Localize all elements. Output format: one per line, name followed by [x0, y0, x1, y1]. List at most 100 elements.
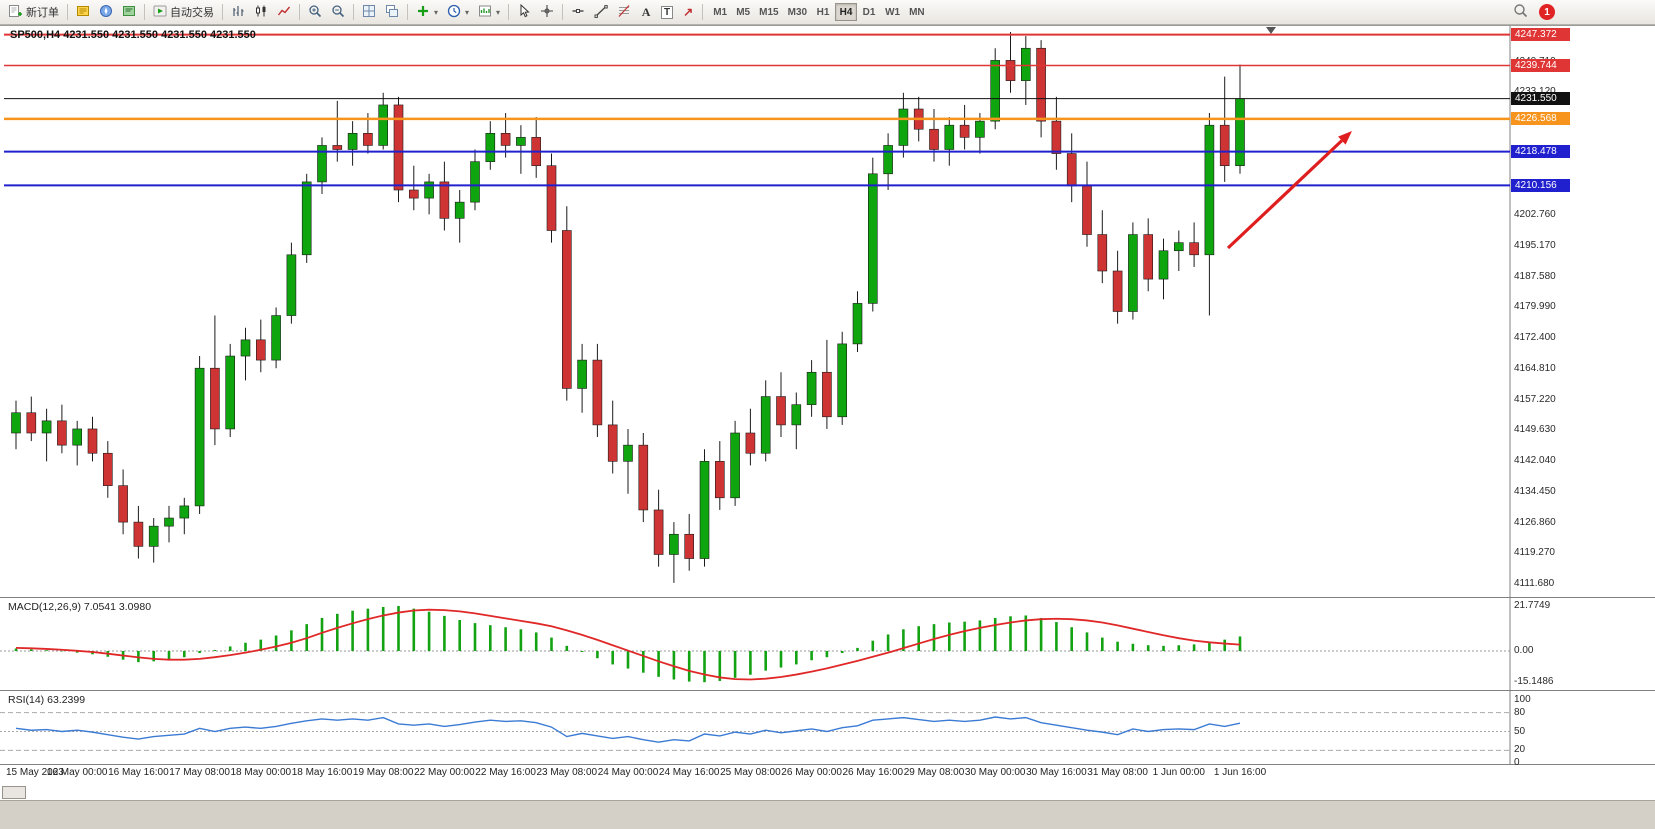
search-button[interactable] — [1509, 2, 1532, 23]
tile-windows-icon — [362, 4, 376, 21]
rsi-scale-label: 80 — [1514, 706, 1526, 718]
price-tick-label: 4134.450 — [1514, 485, 1556, 497]
terminal-button[interactable] — [118, 2, 140, 23]
arrows-tool-button[interactable]: ↗ — [678, 2, 698, 23]
terminal-icon — [122, 4, 136, 21]
fibonacci-button[interactable] — [613, 2, 635, 23]
macd-histogram — [0, 605, 1510, 683]
timeframe-group: M1 M5 M15 M30 H1 H4 D1 W1 MN — [709, 3, 928, 21]
new-order-icon — [8, 4, 23, 21]
horizontal-line-button[interactable] — [567, 2, 589, 23]
rsi-scale-label: 50 — [1514, 725, 1526, 737]
autotrade-label: 自动交易 — [170, 7, 214, 19]
price-tick-label: 4179.990 — [1514, 301, 1556, 313]
market-watch-button[interactable] — [72, 2, 94, 23]
macd-scale-label: 0.00 — [1514, 645, 1534, 656]
time-axis-label: 30 May 00:00 — [964, 767, 1026, 778]
periods-button[interactable]: ▾ — [443, 2, 473, 23]
price-level-badge[interactable]: 4226.568 — [1511, 112, 1570, 126]
price-level-badge[interactable]: 4210.156 — [1511, 178, 1570, 192]
timeframe-d1[interactable]: D1 — [858, 3, 880, 21]
time-axis-label: 30 May 16:00 — [1026, 767, 1087, 778]
autotrade-button[interactable]: 自动交易 — [149, 2, 218, 23]
toolbar-separator — [562, 4, 564, 20]
price-level-badge[interactable]: 4247.372 — [1511, 28, 1570, 42]
price-tick-label: 4202.760 — [1514, 209, 1556, 221]
time-axis-label: 31 May 08:00 — [1087, 767, 1148, 778]
quick-navigation-box[interactable] — [2, 786, 26, 799]
time-axis-label: 1 Jun 16:00 — [1213, 767, 1267, 778]
timeframe-m1[interactable]: M1 — [709, 3, 731, 21]
toolbar-separator — [299, 4, 300, 20]
timeframe-h4[interactable]: H4 — [835, 3, 858, 21]
chevron-down-icon: ▾ — [496, 7, 501, 17]
toolbar-separator — [702, 4, 704, 20]
time-axis-label: 23 May 08:00 — [536, 767, 598, 778]
price-level-badge[interactable]: 4218.478 — [1511, 145, 1570, 159]
new-order-label: 新订单 — [26, 7, 59, 19]
templates-button[interactable]: ▾ — [474, 2, 504, 23]
indicators-button[interactable]: ▾ — [412, 2, 442, 23]
new-order-button[interactable]: 新订单 — [4, 2, 63, 23]
text-label-button[interactable]: T — [657, 2, 677, 23]
time-axis-label: 24 May 16:00 — [658, 767, 720, 778]
toolbar-separator — [407, 4, 408, 20]
notification-badge[interactable]: 1 — [1539, 4, 1555, 20]
rsi-scale-label: 0 — [1514, 757, 1520, 768]
timeframe-m5[interactable]: M5 — [732, 3, 754, 21]
panel-borders — [0, 25, 1655, 765]
zoom-in-button[interactable] — [304, 2, 326, 23]
horizontal-line-icon — [571, 4, 585, 21]
time-axis-label: 16 May 00:00 — [46, 767, 108, 778]
current-price-badge[interactable]: 4231.550 — [1511, 92, 1570, 106]
crosshair-button[interactable] — [536, 2, 558, 23]
zoom-out-icon — [331, 4, 345, 21]
cascade-windows-button[interactable] — [381, 2, 403, 23]
trendline-icon — [594, 4, 608, 21]
zoom-out-button[interactable] — [327, 2, 349, 23]
time-axis-label: 17 May 08:00 — [169, 767, 230, 778]
timeframe-m30[interactable]: M30 — [784, 3, 811, 21]
rsi-scale-label: 100 — [1514, 694, 1531, 705]
bar-chart-button[interactable] — [227, 2, 249, 23]
arrow-icon: ↗ — [683, 5, 694, 19]
candlestick-chart-button[interactable] — [250, 2, 272, 23]
timeframe-w1[interactable]: W1 — [881, 3, 904, 21]
toolbar-separator — [222, 4, 223, 20]
timeframe-m15[interactable]: M15 — [755, 3, 782, 21]
cursor-button[interactable] — [513, 2, 535, 23]
chart-shift-marker — [1266, 27, 1276, 34]
macd-signal-value: 3.0980 — [118, 600, 152, 613]
time-axis-label: 1 Jun 00:00 — [1152, 767, 1205, 778]
time-axis-label: 15 May 2023 — [6, 767, 64, 778]
trendline-button[interactable] — [590, 2, 612, 23]
macd-label: MACD(12,26,9) 7.0541 3.0980 — [8, 600, 152, 613]
trend-arrow[interactable] — [1226, 131, 1352, 250]
time-axis-label: 29 May 08:00 — [903, 767, 965, 778]
indicators-icon — [416, 4, 430, 21]
time-axis-label: 18 May 16:00 — [291, 767, 353, 778]
time-axis-label: 18 May 00:00 — [230, 767, 292, 778]
text-tool-button[interactable]: A — [636, 2, 656, 23]
navigator-icon — [99, 4, 113, 21]
chevron-down-icon: ▾ — [465, 7, 470, 17]
macd-scale-label: -15.1486 — [1514, 676, 1554, 688]
line-chart-icon — [277, 4, 291, 21]
timeframe-h1[interactable]: H1 — [812, 3, 834, 21]
price-tick-label: 4187.580 — [1514, 270, 1556, 282]
timeframe-mn[interactable]: MN — [905, 3, 929, 21]
tile-windows-button[interactable] — [358, 2, 380, 23]
template-icon — [478, 4, 492, 21]
line-chart-button[interactable] — [273, 2, 295, 23]
navigator-button[interactable] — [95, 2, 117, 23]
toolbar-separator — [144, 4, 145, 20]
rsi-scale-label: 20 — [1514, 744, 1526, 756]
cascade-windows-icon — [385, 4, 399, 21]
text-icon: A — [641, 4, 651, 19]
time-axis-label: 16 May 16:00 — [108, 767, 169, 778]
bar-chart-icon — [231, 4, 245, 21]
time-axis-label: 22 May 16:00 — [475, 767, 536, 778]
price-level-badge[interactable]: 4239.744 — [1511, 58, 1570, 72]
